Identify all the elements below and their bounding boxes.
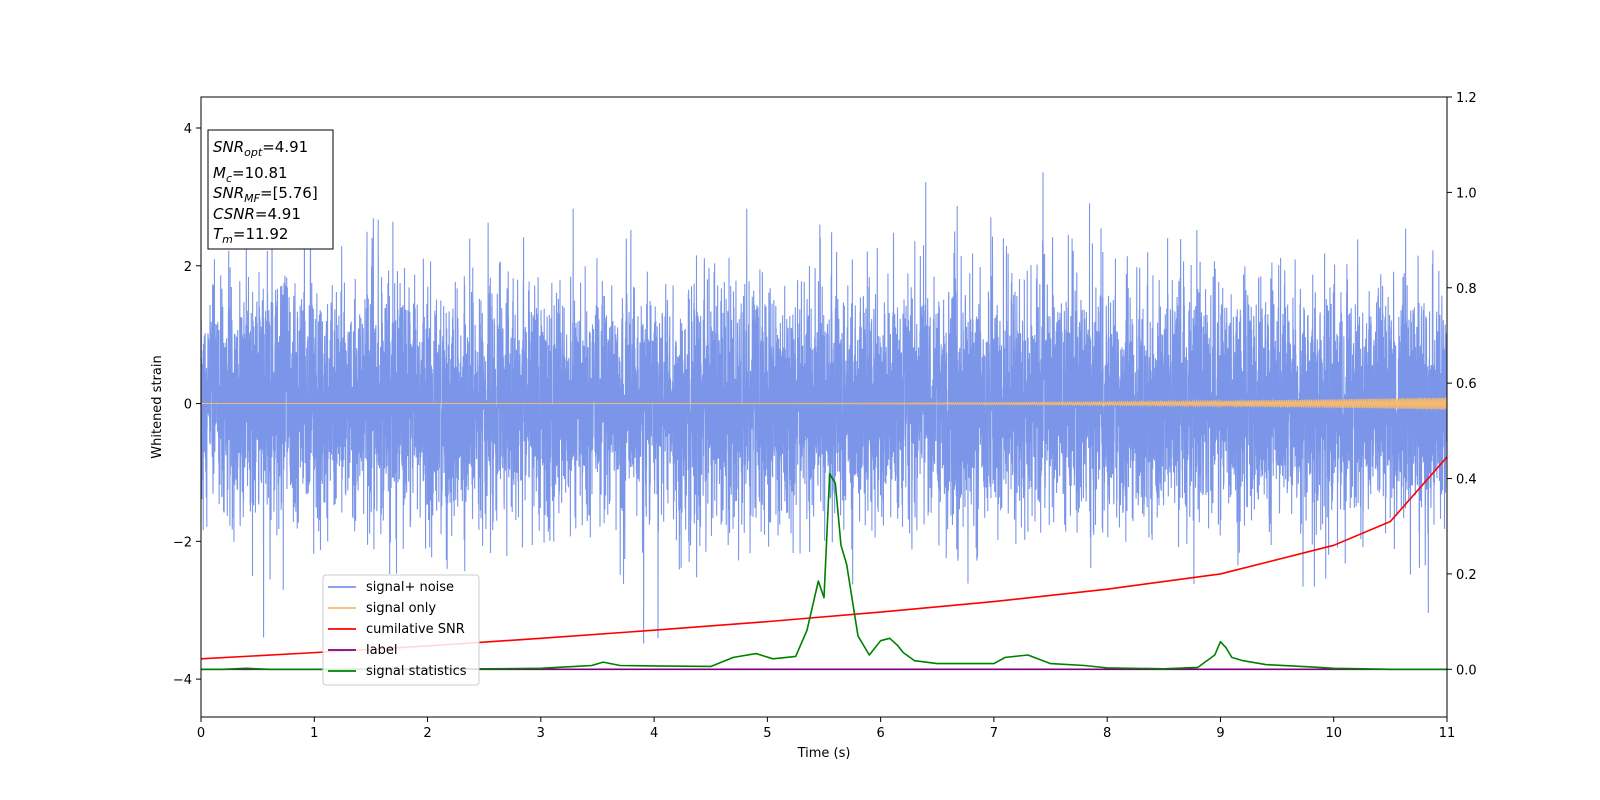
series-signal-statistics: [201, 472, 1447, 671]
x-tick-label: 7: [990, 726, 998, 741]
legend-label-signal-statistics: signal statistics: [366, 664, 467, 679]
y-right-tick-label: 1.2: [1456, 91, 1477, 106]
y-right-tick-label: 0.2: [1456, 568, 1477, 583]
x-tick-label: 2: [423, 726, 431, 741]
x-tick-label: 9: [1216, 726, 1224, 741]
y-left-tick-label: 2: [184, 260, 192, 275]
legend-label-label: label: [366, 643, 397, 658]
x-tick-label: 8: [1103, 726, 1111, 741]
legend-label-signal-only: signal only: [366, 601, 436, 616]
x-tick-label: 3: [537, 726, 545, 741]
info-csnr: CSNR=4.91: [213, 205, 301, 223]
info-mc: Mc=10.81: [213, 164, 288, 185]
y-left-tick-label: −2: [173, 535, 192, 550]
y-right-tick-label: 0.4: [1456, 473, 1477, 488]
x-tick-label: 5: [763, 726, 771, 741]
x-tick-label: 4: [650, 726, 658, 741]
x-tick-label: 6: [876, 726, 884, 741]
info-tm: Tm=11.92: [213, 225, 288, 246]
info-box-frame: [207, 129, 334, 250]
legend-label-signal-noise: signal+ noise: [366, 580, 454, 595]
y-right-tick-label: 0.6: [1456, 377, 1477, 392]
y-left-tick-label: 0: [184, 398, 192, 413]
y-axis-left: −4 −2 0 2 4: [173, 122, 201, 688]
y-left-tick-label: −4: [173, 673, 192, 688]
x-axis-title: Time (s): [797, 746, 851, 761]
axes-frame: [200, 96, 1448, 718]
y-right-tick-label: 0.8: [1456, 282, 1477, 297]
legend-frame: [322, 574, 480, 686]
x-tick-label: 1: [310, 726, 318, 741]
y-axis-right: 0.0 0.2 0.4 0.6 0.8 1.0 1.2: [1447, 91, 1477, 678]
legend-label-cumulative-snr: cumilative SNR: [366, 622, 465, 637]
y-left-tick-label: 4: [184, 122, 192, 137]
series-signal-only: [201, 396, 1447, 411]
info-box: SNRopt=4.91 Mc=10.81 SNRMF=[5.76] CSNR=4…: [207, 129, 334, 250]
y-right-tick-label: 1.0: [1456, 186, 1477, 201]
y-axis-left-title: Whitened strain: [150, 355, 165, 458]
x-tick-label: 0: [197, 726, 205, 741]
x-tick-label: 11: [1439, 726, 1456, 741]
legend: signal+ noise signal only cumilative SNR…: [322, 574, 480, 686]
series-signal-noise: [201, 172, 1447, 644]
info-snr-mf: SNRMF=[5.76]: [213, 184, 318, 205]
x-tick-label: 10: [1325, 726, 1342, 741]
y-right-tick-label: 0.0: [1456, 663, 1477, 678]
x-axis: 0 1 2 3 4 5 6 7 8 9 10 11: [197, 717, 1455, 741]
info-snr-opt: SNRopt=4.91: [213, 138, 308, 159]
